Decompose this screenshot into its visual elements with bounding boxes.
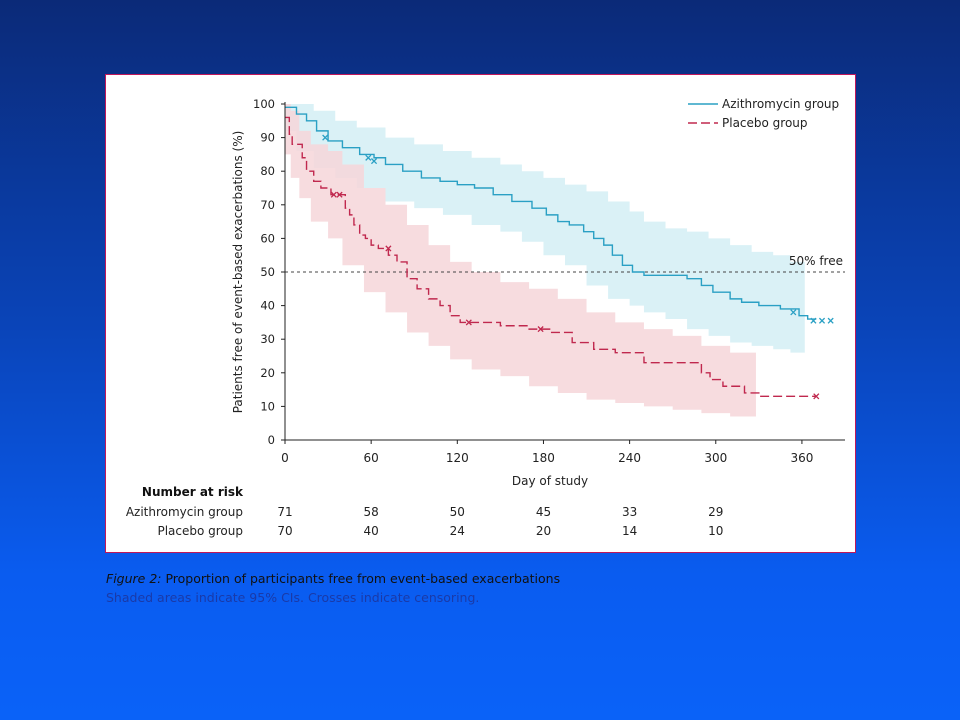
censor-mark-1-3 xyxy=(465,319,472,326)
risk-value-1-3: 20 xyxy=(536,524,551,538)
y-tick-label: 10 xyxy=(260,399,275,413)
censor-mark-1-1 xyxy=(336,191,343,198)
y-tick-label: 70 xyxy=(260,198,275,212)
y-tick-label: 50 xyxy=(260,265,275,279)
figure-caption: Figure 2: Proportion of participants fre… xyxy=(106,569,866,607)
x-tick-label: 360 xyxy=(790,451,813,465)
x-tick-label: 300 xyxy=(704,451,727,465)
ci-band-0 xyxy=(285,104,805,353)
km-chart: 50% free 0 10 20 30 40 50 60 70 80 90 100 0 60 120 180 2… xyxy=(126,97,845,538)
risk-value-1-4: 14 xyxy=(622,524,637,538)
risk-table-title: Number at risk xyxy=(142,485,244,499)
censor-mark-0-4 xyxy=(810,317,817,324)
censor-mark-1-0 xyxy=(330,191,337,198)
caption-title: Figure 2: Proportion of participants fre… xyxy=(106,569,866,588)
y-tick-label: 0 xyxy=(268,433,275,447)
censor-mark-1-2 xyxy=(385,245,392,252)
risk-value-1-0: 70 xyxy=(277,524,292,538)
censor-mark-0-5 xyxy=(818,317,826,324)
risk-value-0-3: 45 xyxy=(536,505,551,519)
y-tick-label: 100 xyxy=(253,97,275,111)
x-tick-label: 120 xyxy=(446,451,469,465)
x-tick-label: 0 xyxy=(281,451,289,465)
series-line-0 xyxy=(285,106,817,320)
caption-title-text: Proportion of participants free from eve… xyxy=(161,571,561,586)
censor-mark-1-5 xyxy=(813,393,820,400)
risk-value-1-1: 40 xyxy=(364,524,379,538)
risk-value-0-1: 58 xyxy=(364,505,379,519)
censor-mark-0-0 xyxy=(322,134,329,141)
censor-mark-0-2 xyxy=(370,158,378,165)
ci-band-1 xyxy=(285,104,756,417)
y-tick-label: 80 xyxy=(260,164,275,178)
risk-value-0-4: 33 xyxy=(622,505,637,519)
risk-value-0-2: 50 xyxy=(450,505,465,519)
censor-mark-0-1 xyxy=(365,154,372,161)
risk-value-1-2: 24 xyxy=(450,524,465,538)
legend-label-1: Placebo group xyxy=(722,116,808,130)
y-tick-label: 60 xyxy=(260,231,275,245)
x-tick-label: 240 xyxy=(618,451,641,465)
x-axis-title: Day of study xyxy=(512,474,588,488)
x-tick-label: 60 xyxy=(364,451,379,465)
legend-label-0: Azithromycin group xyxy=(722,97,839,111)
censor-mark-0-3 xyxy=(790,309,797,316)
figure-label: Figure 2: xyxy=(106,571,162,586)
y-tick-label: 90 xyxy=(260,131,275,145)
censor-mark-1-4 xyxy=(537,326,544,333)
censor-mark-0-6 xyxy=(827,317,834,324)
series-line-1 xyxy=(285,116,817,398)
y-tick-label: 20 xyxy=(260,366,275,380)
risk-value-0-0: 71 xyxy=(277,505,292,519)
reference-line-label: 50% free xyxy=(789,254,843,268)
figure-panel: 50% free 0 10 20 30 40 50 60 70 80 90 100 0 60 120 180 2… xyxy=(105,74,856,553)
risk-row-label-0: Azithromycin group xyxy=(126,505,243,519)
caption-subtitle: Shaded areas indicate 95% CIs. Crosses i… xyxy=(106,590,480,605)
y-axis-title: Patients free of event-based exacerbatio… xyxy=(231,131,245,414)
risk-row-label-1: Placebo group xyxy=(157,524,243,538)
x-tick-label: 180 xyxy=(532,451,555,465)
risk-value-0-5: 29 xyxy=(708,505,723,519)
risk-value-1-5: 10 xyxy=(708,524,723,538)
y-tick-label: 40 xyxy=(260,299,275,313)
y-tick-label: 30 xyxy=(260,332,275,346)
